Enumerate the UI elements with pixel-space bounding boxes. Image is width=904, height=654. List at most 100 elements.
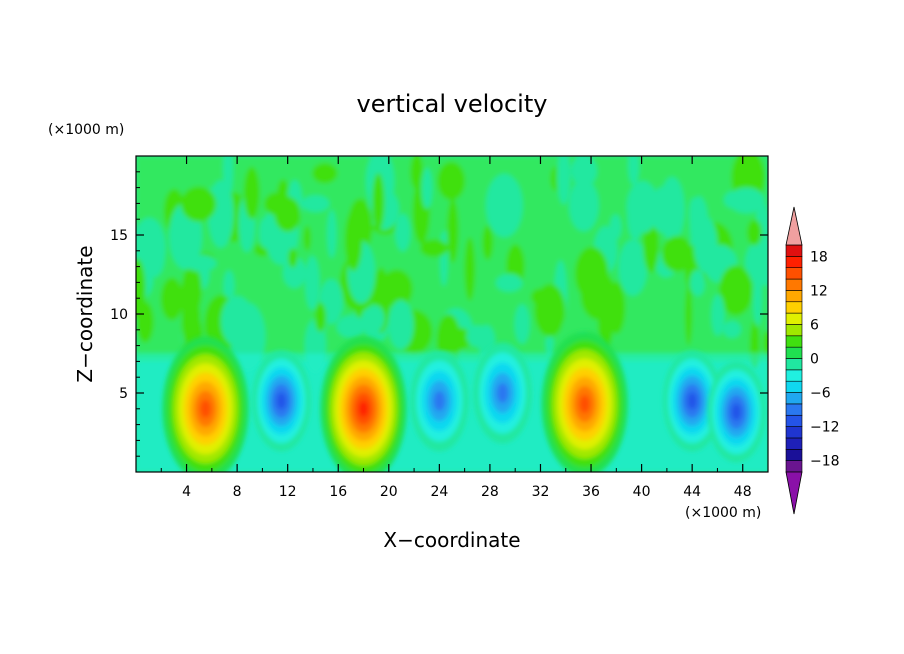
texture-cell <box>481 225 494 260</box>
texture-cell <box>305 255 320 311</box>
texture-cell <box>395 213 411 252</box>
colorbar-segment <box>785 437 803 450</box>
x-axis: 4 8 12 16 20 24 28 32 36 40 44 48 <box>160 156 752 500</box>
texture-cell <box>180 186 217 222</box>
updraft-cell <box>162 336 249 472</box>
colorbar-tick-label: −6 <box>810 386 831 402</box>
texture-cell <box>495 273 523 292</box>
texture-cell <box>693 216 718 273</box>
colorbar-segment <box>785 301 803 314</box>
colorbar-segment <box>785 448 803 461</box>
texture-cell <box>464 237 476 301</box>
colorbar-tick-label: 18 <box>810 249 828 265</box>
texture-cell <box>303 225 312 252</box>
colorbar-tick-label: −18 <box>810 454 840 470</box>
x-tick-label: 24 <box>430 484 448 500</box>
texture-cell <box>661 235 694 273</box>
colorbar-over-arrow <box>785 206 803 246</box>
texture-cell <box>243 166 260 220</box>
texture-cell <box>259 217 271 249</box>
texture-cell <box>274 196 302 232</box>
texture-cell <box>327 209 337 259</box>
colorbar-segment <box>785 358 803 371</box>
colorbar-segment <box>785 324 803 337</box>
colorbar-tick-label: 0 <box>810 352 819 368</box>
y-tick-label: 10 <box>110 307 128 323</box>
texture-cell <box>191 293 200 349</box>
y-axis-label: Z−coordinate <box>73 245 97 382</box>
texture-cell <box>421 167 433 209</box>
texture-cell <box>143 233 165 278</box>
texture-cell <box>221 295 254 347</box>
colorbar-segment <box>785 290 803 303</box>
colorbar: 18 12 6 0 −6 −12 −18 <box>785 206 840 515</box>
x-tick-label: 16 <box>329 484 347 500</box>
plot-area <box>136 156 768 472</box>
chart-title: vertical velocity <box>357 90 548 118</box>
colorbar-segment <box>785 403 803 416</box>
x-tick-label: 12 <box>279 484 297 500</box>
texture-cell <box>287 247 298 268</box>
x-tick-label: 28 <box>481 484 499 500</box>
texture-cell <box>446 198 459 263</box>
texture-cell <box>437 161 466 201</box>
colorbar-segment <box>785 335 803 348</box>
x-unit-label: (×1000 m) <box>685 505 761 521</box>
colorbar-tick-label: −12 <box>810 420 840 436</box>
texture-cell <box>181 264 203 316</box>
colorbar-segment <box>785 278 803 291</box>
texture-cell <box>344 209 363 272</box>
texture-cell <box>568 179 599 232</box>
y-unit-label: (×1000 m) <box>48 122 124 138</box>
x-tick-label: 44 <box>683 484 701 500</box>
colorbar-segment <box>785 426 803 439</box>
texture-cell <box>336 315 366 338</box>
downdraft-cell <box>252 350 311 452</box>
texture-cell <box>419 239 448 258</box>
texture-cell <box>314 302 327 333</box>
texture-cell <box>689 269 705 297</box>
downdraft-contour <box>433 390 446 412</box>
x-tick-label: 4 <box>182 484 191 500</box>
y-tick-label: 5 <box>119 386 128 402</box>
texture-cell <box>557 156 571 205</box>
downdraft-cell <box>410 350 469 452</box>
downdraft-contour <box>731 403 742 421</box>
colorbar-under-arrow <box>785 471 803 515</box>
downdraft-contour <box>687 392 698 410</box>
texture-cell <box>722 320 742 339</box>
texture-cell <box>514 304 530 344</box>
downdraft-contour <box>276 392 287 410</box>
texture-cell <box>136 258 146 319</box>
updraft-cell <box>541 331 628 472</box>
colorbar-segment <box>785 414 803 427</box>
texture-cell <box>282 256 306 289</box>
contour-features <box>162 331 766 472</box>
texture-cell <box>762 330 768 356</box>
texture-cell <box>223 270 235 302</box>
x-tick-label: 20 <box>380 484 398 500</box>
y-tick-label: 15 <box>110 228 128 244</box>
texture-cell <box>388 300 414 350</box>
downdraft-cell <box>707 361 766 463</box>
texture-cell <box>711 294 725 336</box>
downdraft-cell <box>473 342 532 444</box>
texture-cell <box>545 332 554 356</box>
x-tick-label: 32 <box>532 484 550 500</box>
texture-cell <box>728 187 765 214</box>
x-axis-label: X−coordinate <box>383 528 520 552</box>
colorbar-segment <box>785 256 803 269</box>
texture-cell <box>626 180 659 233</box>
texture-cell <box>160 277 184 321</box>
texture-cell <box>753 268 763 327</box>
x-tick-label: 36 <box>582 484 600 500</box>
x-tick-label: 8 <box>233 484 242 500</box>
texture-cell <box>534 283 566 337</box>
colorbar-segment <box>785 460 803 473</box>
colorbar-segment <box>785 244 803 257</box>
colorbar-segment <box>785 267 803 280</box>
updraft-contour <box>200 399 211 418</box>
texture-cell <box>580 271 617 320</box>
texture-cell <box>718 265 754 316</box>
